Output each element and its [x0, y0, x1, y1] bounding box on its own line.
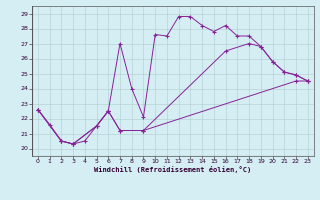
X-axis label: Windchill (Refroidissement éolien,°C): Windchill (Refroidissement éolien,°C): [94, 166, 252, 173]
